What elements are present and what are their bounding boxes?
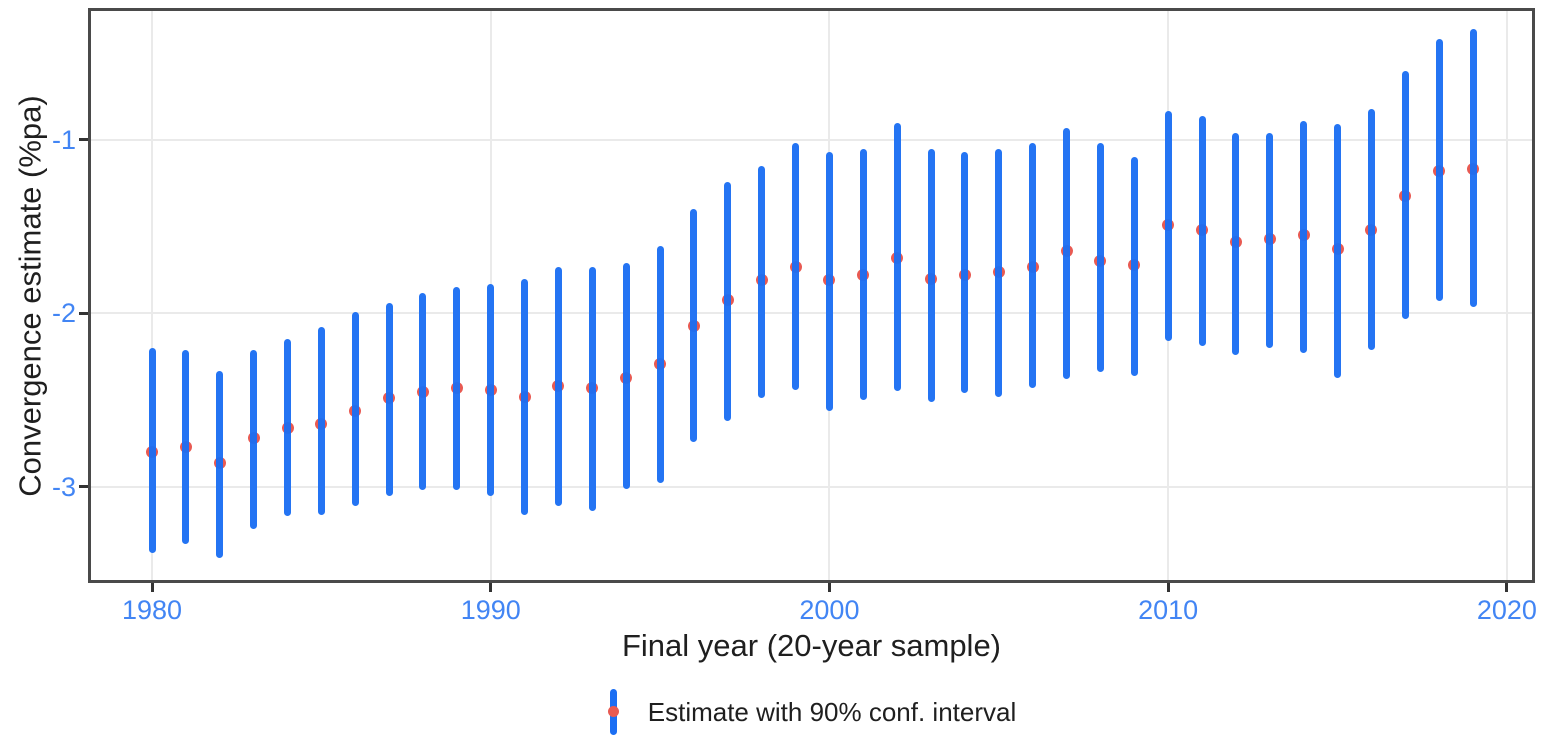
conf-interval-bar-2016: [1367, 108, 1375, 350]
legend-label: Estimate with 90% conf. interval: [647, 696, 1017, 727]
conf-interval-bar-1991: [521, 278, 529, 515]
conf-interval-bar-1997: [724, 181, 732, 421]
x-tick-1990: [489, 583, 493, 592]
x-axis-title: Final year (20-year sample): [621, 628, 1002, 663]
conf-interval-bar-2000: [825, 152, 833, 411]
x-tick-label-2000: 2000: [799, 595, 860, 625]
legend-errorbar-marker-icon: [607, 687, 620, 737]
x-tick-2000: [827, 583, 831, 592]
conf-interval-bar-2001: [859, 148, 867, 401]
y-tick--3: [79, 485, 88, 489]
conf-interval-bar-1998: [758, 166, 766, 399]
conf-interval-bar-1980: [148, 348, 156, 553]
conf-interval-bar-1989: [453, 287, 461, 491]
conf-interval-bar-2018: [1435, 39, 1443, 302]
x-tick-label-1980: 1980: [121, 595, 183, 625]
x-tick-label-2010: 2010: [1138, 595, 1199, 625]
conf-interval-bar-1996: [690, 209, 698, 442]
plot-panel: [88, 8, 1535, 583]
conf-interval-bar-2012: [1232, 133, 1240, 356]
conf-interval-bar-1985: [317, 327, 325, 515]
conf-interval-bar-1984: [284, 339, 291, 517]
conf-interval-bar-2005: [995, 148, 1003, 397]
conf-interval-bar-2007: [1063, 127, 1071, 380]
conf-interval-bar-2014: [1300, 120, 1308, 354]
y-gridline--2: [91, 312, 1532, 315]
x-tick-label-1990: 1990: [460, 595, 521, 625]
y-gridline--1: [91, 138, 1532, 141]
x-gridline-2020: [1505, 11, 1508, 580]
conf-interval-bar-2011: [1198, 115, 1206, 347]
conf-interval-bar-1993: [588, 266, 596, 512]
x-tick-1980: [150, 583, 154, 592]
y-tick--2: [79, 311, 88, 315]
conf-interval-bar-2019: [1469, 28, 1477, 307]
conf-interval-bar-2013: [1266, 133, 1274, 349]
y-gridline--3: [91, 485, 1532, 488]
conf-interval-bar-1994: [622, 263, 630, 489]
conf-interval-bar-1988: [419, 292, 427, 491]
conf-interval-bar-1983: [250, 349, 258, 529]
x-tick-label-2020: 2020: [1476, 595, 1537, 625]
conf-interval-bar-2009: [1130, 157, 1138, 376]
conf-interval-bar-1987: [385, 303, 393, 496]
y-tick-label--3: -3: [51, 471, 76, 502]
conf-interval-bar-2015: [1334, 124, 1342, 378]
conf-interval-bar-1999: [792, 143, 800, 390]
conf-interval-bar-2006: [1029, 143, 1037, 389]
conf-interval-bar-2003: [927, 148, 935, 402]
legend-estimate-dot-icon: [607, 706, 619, 717]
y-tick--1: [79, 138, 88, 142]
conf-interval-bar-1992: [554, 266, 562, 506]
legend: Estimate with 90% conf. interval: [88, 684, 1535, 740]
x-tick-2020: [1505, 583, 1509, 592]
conf-interval-bar-1986: [351, 311, 359, 506]
conf-interval-bar-1982: [216, 370, 224, 559]
x-tick-2010: [1166, 583, 1170, 592]
conf-interval-bar-2010: [1164, 110, 1172, 342]
conf-interval-bar-2017: [1401, 70, 1409, 319]
conf-interval-bar-2002: [893, 122, 901, 392]
conf-interval-bar-1981: [182, 349, 190, 545]
conf-interval-bar-2004: [961, 152, 969, 394]
conf-interval-bar-2008: [1096, 143, 1104, 373]
x-gridline-1980: [151, 11, 154, 580]
conf-interval-bar-1995: [656, 245, 664, 484]
y-tick-label--1: -1: [51, 124, 76, 155]
conf-interval-bar-1990: [487, 283, 495, 496]
y-tick-label--2: -2: [51, 298, 76, 329]
